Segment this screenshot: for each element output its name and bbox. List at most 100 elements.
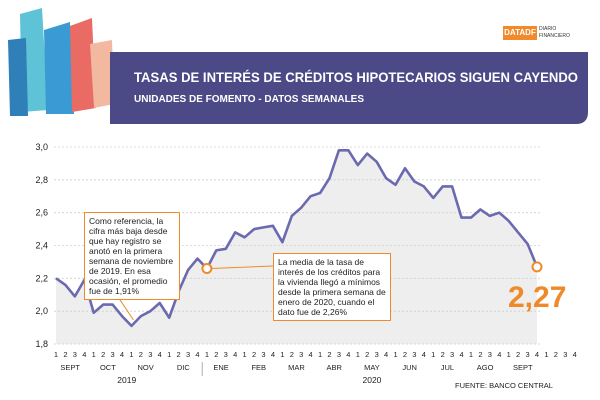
building-5: [8, 38, 28, 116]
x-week-label: 4: [233, 350, 237, 359]
y-tick-label: 2,2: [35, 273, 48, 283]
y-tick-label: 2,6: [35, 208, 48, 218]
brand-badge: DATADF DIARIO FINANCIERO: [503, 26, 579, 40]
chart-title: TASAS DE INTERÉS DE CRÉDITOS HIPOTECARIO…: [134, 70, 578, 85]
brand-badge-right: DIARIO FINANCIERO: [539, 26, 570, 39]
x-year-label: 2019: [117, 375, 136, 385]
x-week-label: 2: [327, 350, 331, 359]
x-month-label: JUL: [441, 363, 454, 372]
x-month-label: SEPT: [513, 363, 533, 372]
x-week-label: 3: [111, 350, 115, 359]
x-week-label: 2: [101, 350, 105, 359]
title-banner: [110, 52, 588, 124]
y-axis-ticks: 1,8 2,0 2,2 2,4 2,6 2,8 3,0: [35, 142, 48, 349]
x-week-label: 2: [441, 350, 445, 359]
y-tick-label: 2,4: [35, 241, 48, 251]
x-week-label: 1: [92, 350, 96, 359]
x-month-label: JUN: [402, 363, 417, 372]
x-week-label: 3: [412, 350, 416, 359]
annotation-low-record: Como referencia, la cifra más baja desde…: [84, 212, 180, 300]
annotation-current-low: La media de la tasa de interés de los cr…: [273, 253, 391, 321]
x-week-label: 3: [261, 350, 265, 359]
x-week-label: 1: [129, 350, 133, 359]
area-fill: [56, 150, 537, 344]
x-week-label: 1: [431, 350, 435, 359]
x-week-label: 1: [507, 350, 511, 359]
x-week-label: 3: [563, 350, 567, 359]
x-week-label: 4: [497, 350, 501, 359]
x-month-label: OCT: [100, 363, 116, 372]
building-3: [70, 18, 96, 112]
x-week-label: 2: [290, 350, 294, 359]
x-week-label: 1: [205, 350, 209, 359]
series-line: [55, 149, 539, 328]
x-week-label: 4: [195, 350, 199, 359]
x-week-label: 3: [525, 350, 529, 359]
x-week-label: 4: [120, 350, 124, 359]
x-week-label: 4: [346, 350, 350, 359]
y-tick-label: 1,8: [35, 339, 48, 349]
x-week-label: 3: [299, 350, 303, 359]
x-year-label: 2020: [362, 375, 381, 385]
x-month-label: DIC: [177, 363, 191, 372]
x-week-label: 1: [167, 350, 171, 359]
x-month-label: NOV: [137, 363, 153, 372]
highlight-point: [201, 262, 213, 274]
x-week-label: 3: [488, 350, 492, 359]
x-week-label: 2: [478, 350, 482, 359]
x-week-label: 3: [224, 350, 228, 359]
x-month-label: MAY: [364, 363, 380, 372]
y-tick-label: 2,8: [35, 175, 48, 185]
x-week-label: 2: [252, 350, 256, 359]
x-week-label: 2: [365, 350, 369, 359]
chart-subtitle: UNIDADES DE FOMENTO - DATOS SEMANALES: [134, 94, 364, 105]
x-axis-year-labels: 2019 2020: [117, 362, 382, 385]
x-week-label: 4: [459, 350, 463, 359]
x-week-label: 2: [554, 350, 558, 359]
city-buildings-illustration: [8, 8, 114, 116]
x-week-label: 1: [544, 350, 548, 359]
leader-line-2: [210, 265, 274, 269]
x-week-label: 3: [337, 350, 341, 359]
last-value-label: 2,27: [508, 281, 567, 314]
x-month-label: ENE: [213, 363, 228, 372]
x-week-label: 4: [309, 350, 313, 359]
x-week-label: 3: [375, 350, 379, 359]
x-week-label: 4: [535, 350, 539, 359]
highlight-point: [531, 261, 543, 273]
source-note: FUENTE: BANCO CENTRAL: [455, 381, 553, 390]
x-week-label: 2: [214, 350, 218, 359]
x-week-label: 4: [158, 350, 162, 359]
x-week-label: 2: [403, 350, 407, 359]
x-week-label: 1: [393, 350, 397, 359]
x-month-label: ABR: [327, 363, 343, 372]
x-month-label: SEPT: [60, 363, 80, 372]
brand-badge-left: DATADF: [503, 26, 537, 40]
x-week-label: 4: [573, 350, 577, 359]
x-week-label: 1: [318, 350, 322, 359]
y-tick-label: 3,0: [35, 142, 48, 152]
x-week-label: 1: [469, 350, 473, 359]
x-week-label: 4: [384, 350, 388, 359]
x-week-label: 2: [63, 350, 67, 359]
x-month-label: FEB: [251, 363, 266, 372]
x-month-label: MAR: [288, 363, 305, 372]
x-axis-month-labels: SEPT OCT NOV DIC ENE FEB MAR ABR MAY JUN JUL AGO SEP…: [60, 363, 533, 372]
x-month-label: AGO: [477, 363, 494, 372]
x-week-label: 4: [271, 350, 275, 359]
x-week-label: 3: [148, 350, 152, 359]
x-week-label: 1: [280, 350, 284, 359]
x-week-label: 4: [82, 350, 86, 359]
x-week-label: 3: [186, 350, 190, 359]
x-week-label: 1: [356, 350, 360, 359]
building-4: [90, 40, 114, 108]
y-tick-label: 2,0: [35, 306, 48, 316]
x-week-label: 1: [243, 350, 247, 359]
x-week-label: 1: [54, 350, 58, 359]
x-week-label: 2: [139, 350, 143, 359]
x-week-label: 3: [73, 350, 77, 359]
x-week-label: 2: [516, 350, 520, 359]
